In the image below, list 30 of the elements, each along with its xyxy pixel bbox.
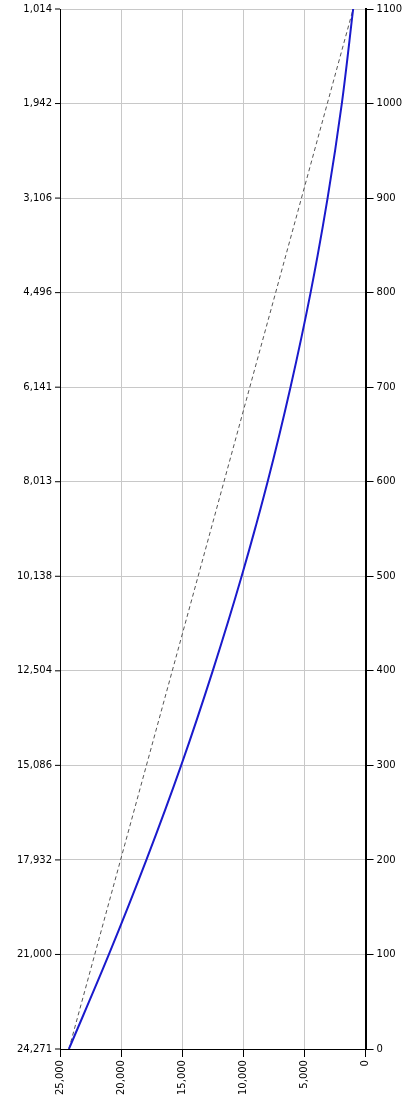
text: 8,013: [23, 475, 52, 487]
text: 21,000: [17, 948, 52, 960]
y-tick-label: 0: [376, 1042, 383, 1054]
x-tick-label: 5,000: [298, 1060, 310, 1089]
text: 17,932: [17, 853, 52, 865]
text: 6,141: [23, 380, 52, 392]
text: 3,106: [23, 191, 52, 203]
y-tick-label: 300: [376, 758, 396, 770]
y-tick-label: 1000: [376, 97, 402, 109]
y-tick-label: 1100: [376, 2, 402, 14]
x-tick-label: 0: [359, 1060, 371, 1067]
text: 15,086: [17, 758, 52, 770]
text: 1,014: [23, 2, 52, 14]
text: 1,942: [23, 97, 52, 109]
y-tick-label: 100: [376, 948, 396, 960]
text: 4,496: [23, 286, 52, 298]
text: 10,138: [17, 569, 52, 581]
y-tick-label: 600: [376, 475, 396, 487]
text: 12,504: [17, 664, 52, 676]
y-tick-label: 200: [376, 853, 396, 865]
x-tick-label: 20,000: [114, 1060, 126, 1096]
x-tick-label: 15,000: [175, 1060, 187, 1096]
y-tick-label: 900: [376, 191, 396, 203]
y-tick-label: 800: [376, 286, 396, 298]
x-tick-label: 10,000: [236, 1060, 248, 1096]
text: 24,271: [17, 1042, 52, 1054]
y-tick-label: 700: [376, 380, 396, 392]
x-tick-label: 25,000: [53, 1060, 65, 1096]
y-tick-label: 500: [376, 569, 396, 581]
y-tick-label: 400: [376, 664, 396, 676]
